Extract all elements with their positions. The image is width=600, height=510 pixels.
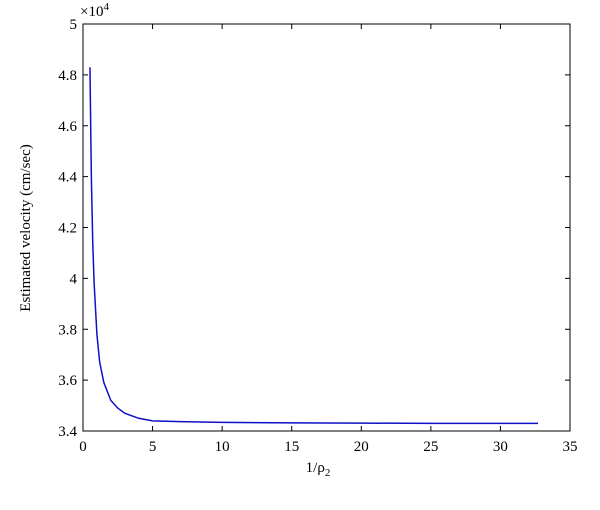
x-tick-label: 30 [493, 439, 508, 455]
data-line [89, 67, 538, 425]
y-axis-label: Estimated velocity (cm/sec) [18, 144, 34, 311]
x-tick-label: 35 [563, 439, 578, 455]
y-tick-label: 4.2 [58, 221, 77, 237]
x-axis-label-subscript: 2 [325, 467, 331, 479]
y-tick-label: 3.6 [58, 373, 77, 389]
y-multiplier-base: ×10 [80, 4, 103, 20]
y-tick-label: 3.8 [58, 322, 77, 338]
plot-frame [82, 23, 571, 432]
x-tick-label: 20 [354, 439, 369, 455]
x-tick-label: 5 [149, 439, 157, 455]
x-axis-label-text: 1/ρ [306, 460, 325, 476]
y-tick-label: 4 [70, 271, 78, 287]
y-tick-label: 4.8 [58, 68, 77, 84]
y-tick-label: 4.6 [58, 119, 77, 135]
x-tick-label: 0 [79, 439, 87, 455]
y-tick-label: 4.4 [58, 170, 77, 186]
x-tick-label: 25 [423, 439, 438, 455]
x-tick-label: 15 [284, 439, 299, 455]
x-tick-label: 10 [215, 439, 230, 455]
y-tick-label: 5 [70, 17, 78, 33]
y-multiplier: ×104 [80, 1, 109, 20]
y-multiplier-exponent: 4 [103, 1, 109, 13]
y-tick-label: 3.4 [58, 424, 77, 440]
x-axis-label: 1/ρ2 [306, 460, 331, 479]
